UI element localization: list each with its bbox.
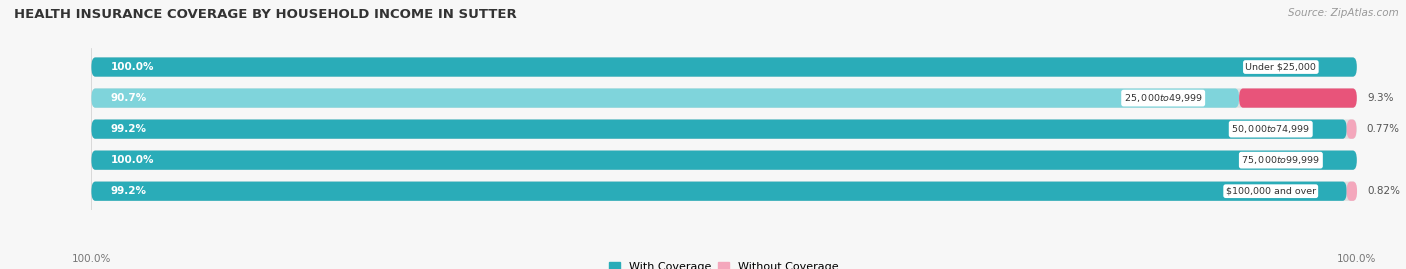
- Text: 9.3%: 9.3%: [1367, 93, 1393, 103]
- Text: $75,000 to $99,999: $75,000 to $99,999: [1241, 154, 1320, 166]
- Text: Source: ZipAtlas.com: Source: ZipAtlas.com: [1288, 8, 1399, 18]
- Legend: With Coverage, Without Coverage: With Coverage, Without Coverage: [605, 258, 844, 269]
- FancyBboxPatch shape: [91, 182, 1357, 201]
- Text: 100.0%: 100.0%: [72, 254, 111, 264]
- FancyBboxPatch shape: [91, 119, 1347, 139]
- Text: 100.0%: 100.0%: [110, 62, 153, 72]
- Text: 100.0%: 100.0%: [1337, 254, 1376, 264]
- FancyBboxPatch shape: [1347, 119, 1357, 139]
- FancyBboxPatch shape: [1239, 89, 1357, 108]
- Text: 0.82%: 0.82%: [1367, 186, 1400, 196]
- Text: Under $25,000: Under $25,000: [1246, 63, 1316, 72]
- FancyBboxPatch shape: [91, 182, 1347, 201]
- Text: $50,000 to $74,999: $50,000 to $74,999: [1232, 123, 1310, 135]
- FancyBboxPatch shape: [91, 151, 1357, 170]
- Text: 90.7%: 90.7%: [110, 93, 146, 103]
- Text: HEALTH INSURANCE COVERAGE BY HOUSEHOLD INCOME IN SUTTER: HEALTH INSURANCE COVERAGE BY HOUSEHOLD I…: [14, 8, 517, 21]
- Text: $25,000 to $49,999: $25,000 to $49,999: [1123, 92, 1202, 104]
- Text: 0.77%: 0.77%: [1367, 124, 1399, 134]
- FancyBboxPatch shape: [91, 89, 1239, 108]
- FancyBboxPatch shape: [91, 89, 1357, 108]
- FancyBboxPatch shape: [1347, 182, 1357, 201]
- FancyBboxPatch shape: [91, 151, 1357, 170]
- FancyBboxPatch shape: [91, 57, 1357, 77]
- Text: $100,000 and over: $100,000 and over: [1226, 187, 1316, 196]
- Text: 100.0%: 100.0%: [110, 155, 153, 165]
- Text: 99.2%: 99.2%: [110, 186, 146, 196]
- Text: 99.2%: 99.2%: [110, 124, 146, 134]
- FancyBboxPatch shape: [91, 57, 1357, 77]
- FancyBboxPatch shape: [91, 119, 1357, 139]
